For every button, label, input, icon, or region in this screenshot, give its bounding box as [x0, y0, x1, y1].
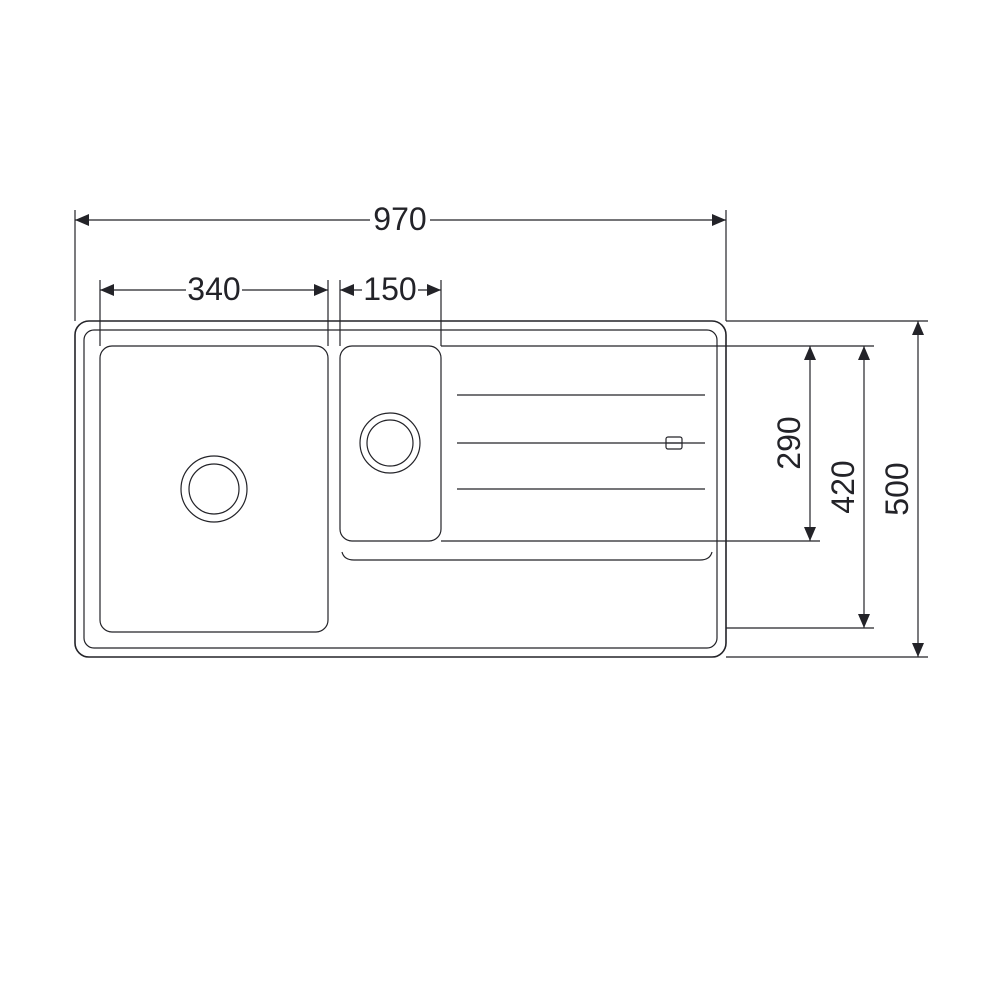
- drainer-grooves: [342, 395, 712, 560]
- dimension-340: 340: [100, 271, 328, 346]
- dimension-150: 150: [340, 271, 441, 346]
- drain-main: [181, 456, 247, 522]
- dimension-label: 970: [373, 201, 426, 237]
- dimension-label: 420: [825, 460, 861, 513]
- drain-secondary: [360, 413, 420, 473]
- secondary-bowl: [340, 346, 441, 541]
- dimension-420: 420: [726, 346, 874, 628]
- dimension-label: 500: [879, 462, 915, 515]
- dimension-label: 290: [771, 416, 807, 469]
- dimension-label: 150: [363, 271, 416, 307]
- dimension-label: 340: [187, 271, 240, 307]
- technical-drawing: 970 340 150 290 420: [0, 0, 1000, 1000]
- overflow-slot: [666, 437, 682, 449]
- main-bowl: [100, 346, 328, 632]
